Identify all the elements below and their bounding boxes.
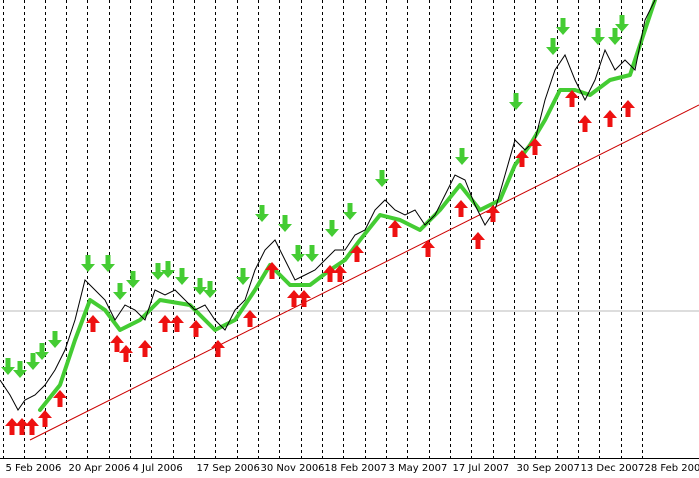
buy-arrow (5, 418, 19, 435)
buy-arrow (158, 315, 172, 332)
x-tick-label: 18 Feb 2007 (325, 463, 387, 474)
x-tick-label: 30 Sep 2007 (517, 463, 580, 474)
buy-arrow (86, 315, 100, 332)
buy-arrow (515, 150, 529, 167)
moving-average (38, 0, 657, 412)
sell-arrow (151, 263, 165, 280)
sell-arrow (48, 331, 62, 348)
sell-arrow (161, 261, 175, 278)
x-tick-label: 4 Jul 2006 (133, 463, 183, 474)
buy-arrow (287, 290, 301, 307)
x-tick-label: 30 Nov 2006 (261, 463, 325, 474)
x-tick-label: 20 Apr 2006 (69, 463, 131, 474)
sell-arrow (81, 255, 95, 272)
sell-arrow (546, 38, 560, 55)
sell-arrow (175, 268, 189, 285)
buy-arrow (421, 240, 435, 257)
sell-arrow (113, 283, 127, 300)
buy-arrow (578, 115, 592, 132)
x-tick-label: 17 Jul 2007 (453, 463, 510, 474)
buy-arrow (333, 265, 347, 282)
buy-arrow (53, 390, 67, 407)
sell-arrow (203, 281, 217, 298)
buy-arrow (565, 90, 579, 107)
sell-arrow (615, 15, 629, 32)
sell-arrow (509, 93, 523, 110)
x-tick-label: 17 Sep 2006 (197, 463, 260, 474)
sell-arrow (126, 271, 140, 288)
sell-arrow (26, 353, 40, 370)
buy-arrow (621, 100, 635, 117)
sell-arrow (101, 255, 115, 272)
x-tick-label: 28 Feb 2008 (645, 463, 699, 474)
buy-arrow (486, 205, 500, 222)
sell-arrow (255, 205, 269, 222)
sell-arrow (556, 18, 570, 35)
buy-arrow (528, 138, 542, 155)
sell-arrow (236, 268, 250, 285)
buy-arrow (211, 340, 225, 357)
buy-arrow (170, 315, 184, 332)
buy-arrow (110, 335, 124, 352)
sell-arrow (375, 170, 389, 187)
sell-arrow (305, 245, 319, 262)
sell-arrow (35, 343, 49, 360)
buy-arrow (119, 345, 133, 362)
sell-arrow (1, 358, 15, 375)
buy-arrow (138, 340, 152, 357)
sell-arrow (325, 220, 339, 237)
price-line (0, 0, 656, 411)
buy-arrow (454, 200, 468, 217)
buy-arrow (603, 110, 617, 127)
sell-arrow (343, 203, 357, 220)
buy-arrow (265, 262, 279, 279)
sell-arrow (455, 148, 469, 165)
buy-arrow (15, 418, 29, 435)
buy-arrow (189, 320, 203, 337)
x-tick-label: 13 Dec 2007 (581, 463, 645, 474)
sell-arrow (193, 278, 207, 295)
trend-line (29, 104, 699, 441)
buy-arrow (350, 245, 364, 262)
x-tick-label: 5 Feb 2006 (6, 463, 62, 474)
buy-arrow (471, 232, 485, 249)
buy-arrow (323, 265, 337, 282)
sell-arrow (591, 28, 605, 45)
sell-arrow (291, 245, 305, 262)
buy-arrow (243, 310, 257, 327)
buy-arrow (38, 410, 52, 427)
sell-arrow (13, 361, 27, 378)
buy-arrow (388, 220, 402, 237)
buy-arrow (297, 290, 311, 307)
sell-arrow (608, 28, 622, 45)
x-tick-label: 3 May 2007 (389, 463, 448, 474)
buy-arrow (25, 418, 39, 435)
sell-arrow (278, 215, 292, 232)
